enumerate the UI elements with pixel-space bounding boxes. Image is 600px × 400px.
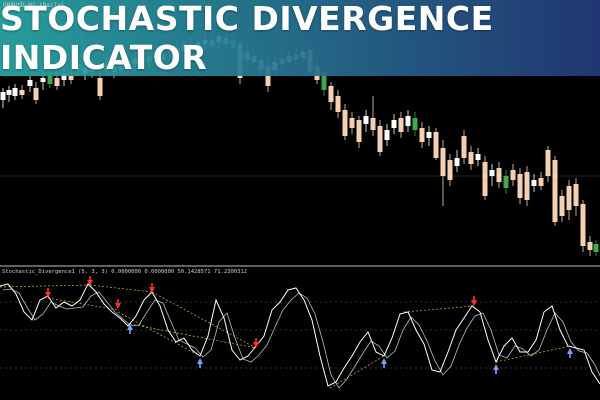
candle-body: [363, 116, 369, 124]
candle-body: [68, 76, 74, 80]
candle-body: [328, 86, 334, 102]
symbol-label: GBPUSD,H1 (Daily): [3, 2, 65, 9]
title-banner: [0, 0, 600, 76]
candle-body: [593, 244, 599, 252]
candle-body: [6, 90, 12, 95]
candle-body: [552, 160, 558, 222]
bullish-arrow-icon: [381, 358, 387, 368]
candle-body: [19, 90, 25, 95]
divergence-arrows: [45, 276, 573, 374]
candle-body: [426, 132, 432, 138]
candle-body: [97, 78, 103, 96]
candle-body: [545, 150, 551, 176]
bearish-arrow-icon: [115, 299, 121, 309]
bullish-arrow-icon: [493, 364, 499, 374]
candle-body: [370, 118, 376, 130]
candle-body: [566, 186, 572, 210]
divergence-line: [117, 311, 201, 357]
candle-body: [496, 168, 502, 182]
candle-body: [335, 96, 341, 112]
bullish-arrow-icon: [567, 348, 573, 358]
bearish-arrow-icon: [87, 276, 93, 286]
candle-body: [517, 174, 523, 198]
bearish-arrow-icon: [253, 338, 259, 348]
bullish-arrow-icon: [127, 324, 133, 334]
candle-body: [27, 80, 33, 86]
candle-body: [482, 162, 488, 196]
candle-body: [559, 196, 565, 216]
bearish-arrow-icon: [471, 296, 477, 306]
candle-body: [384, 130, 390, 140]
candle-body: [447, 160, 453, 180]
candle-body: [503, 176, 509, 188]
candle-body: [40, 78, 46, 82]
candle-body: [405, 116, 411, 126]
candle-body: [489, 170, 495, 176]
divergence-line: [129, 323, 257, 349]
candle-body: [47, 76, 53, 84]
candle-body: [461, 136, 467, 158]
divergence-line: [0, 284, 91, 288]
candle-body: [433, 132, 439, 158]
candle-body: [377, 126, 383, 152]
candle-body: [580, 204, 586, 246]
candle-body: [321, 72, 327, 90]
candle-body: [33, 88, 39, 100]
candle-body: [538, 178, 544, 186]
candle-body: [475, 154, 481, 160]
candle-body: [454, 158, 460, 166]
stochastic-main-line: [0, 283, 600, 387]
candle-body: [61, 74, 67, 80]
candle-body: [349, 118, 355, 128]
bearish-arrow-icon: [45, 288, 51, 298]
candle-body: [468, 152, 474, 164]
candle-body: [573, 184, 579, 206]
candle-body: [510, 170, 516, 180]
candle-body: [0, 92, 6, 100]
candle-body: [419, 128, 425, 142]
candle-body: [342, 110, 348, 136]
candle-body: [12, 88, 18, 96]
candle-body: [440, 148, 446, 176]
bullish-arrow-icon: [197, 358, 203, 368]
candle-body: [54, 78, 60, 86]
candle-body: [391, 120, 397, 128]
candle-body: [524, 172, 530, 200]
candle-body: [531, 180, 537, 186]
candle-body: [412, 118, 418, 130]
indicator-label: Stochastic_Divergence1 (5, 3, 3) 0.00000…: [2, 269, 248, 275]
indicator-panel: [0, 276, 600, 389]
candle-body: [356, 120, 362, 142]
bearish-arrow-icon: [149, 283, 155, 293]
candle-body: [398, 118, 404, 132]
divergence-line: [329, 355, 385, 389]
candle-body: [587, 242, 593, 250]
stochastic-signal-line: [2, 288, 600, 389]
